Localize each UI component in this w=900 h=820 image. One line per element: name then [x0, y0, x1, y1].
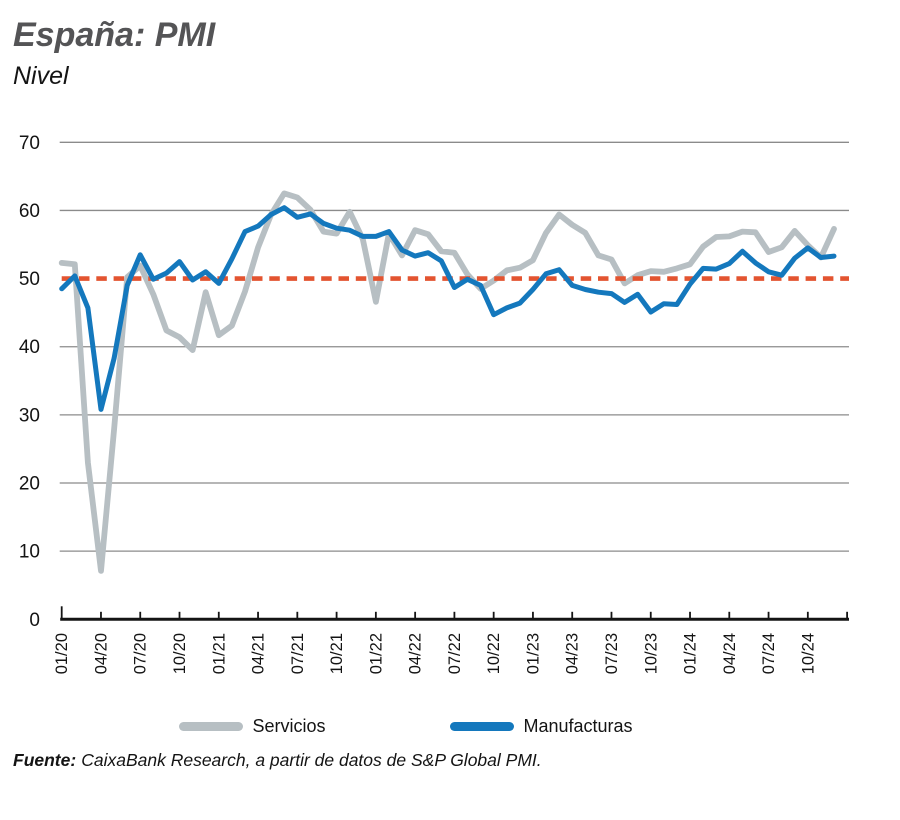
svg-text:40: 40	[19, 337, 40, 358]
chart-legend: Servicios Manufacturas	[0, 710, 856, 742]
chart-title: España: PMI	[13, 16, 216, 54]
y-axis-labels: 0 10 20 30 40 50 60 70	[19, 133, 40, 631]
svg-text:01/21: 01/21	[210, 633, 228, 674]
legend-item-manufacturas: Manufacturas	[450, 715, 633, 737]
svg-text:70: 70	[19, 133, 40, 154]
svg-text:01/23: 01/23	[524, 633, 542, 674]
svg-text:60: 60	[19, 201, 40, 222]
svg-text:07/23: 07/23	[603, 633, 621, 674]
servicios-line	[58, 190, 837, 574]
svg-text:10/20: 10/20	[171, 633, 189, 674]
svg-text:01/22: 01/22	[367, 633, 385, 674]
manufacturas-line	[59, 205, 837, 412]
svg-text:01/20: 01/20	[53, 633, 71, 674]
x-axis-labels: 01/20 04/20 07/20 10/20 01/21 04/21 07/21 10/21…	[53, 633, 817, 674]
svg-text:50: 50	[19, 269, 40, 290]
svg-text:10/23: 10/23	[642, 633, 660, 674]
source-text: CaixaBank Research, a partir de datos de…	[81, 750, 542, 770]
servicios-swatch	[179, 721, 244, 731]
source-note: Fuente: CaixaBank Research, a partir de d…	[13, 750, 542, 771]
svg-text:04/23: 04/23	[564, 633, 582, 674]
servicios-legend-label: Servicios	[252, 715, 326, 736]
svg-text:01/24: 01/24	[682, 633, 700, 674]
svg-text:10: 10	[19, 542, 40, 563]
svg-text:10/21: 10/21	[328, 633, 346, 674]
svg-text:04/21: 04/21	[250, 633, 268, 674]
svg-text:07/20: 07/20	[132, 633, 150, 674]
source-label: Fuente:	[13, 750, 77, 770]
svg-text:07/22: 07/22	[446, 633, 464, 674]
chart-subtitle: Nivel	[13, 62, 69, 90]
svg-text:07/21: 07/21	[289, 633, 307, 674]
legend-item-servicios: Servicios	[179, 716, 325, 737]
manufacturas-swatch	[450, 721, 515, 731]
svg-text:20: 20	[19, 474, 40, 495]
svg-text:04/24: 04/24	[721, 633, 739, 674]
svg-text:04/22: 04/22	[407, 633, 425, 674]
svg-text:07/24: 07/24	[760, 633, 778, 674]
svg-text:30: 30	[19, 405, 40, 426]
x-axis-ticks	[60, 606, 848, 620]
gridlines	[59, 141, 849, 552]
svg-text:10/24: 10/24	[799, 633, 817, 674]
manufacturas-legend-label: Manufacturas	[523, 715, 633, 736]
svg-text:10/22: 10/22	[485, 633, 503, 674]
svg-text:04/20: 04/20	[92, 633, 110, 674]
svg-text:0: 0	[29, 610, 40, 631]
